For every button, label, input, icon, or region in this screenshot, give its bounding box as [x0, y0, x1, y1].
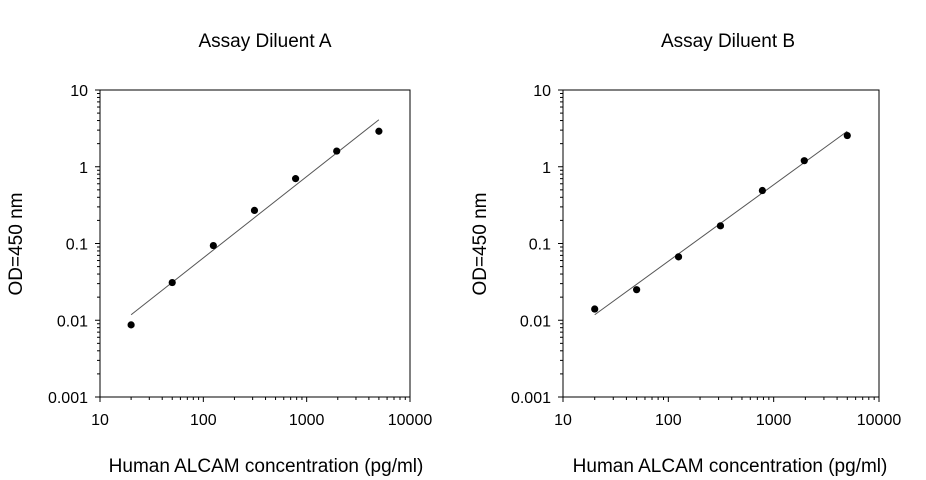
y-axis-label: OD=450 nm	[6, 193, 27, 296]
x-axis-label: Human ALCAM concentration (pg/ml)	[573, 456, 888, 477]
y-axis-label: OD=450 nm	[470, 193, 491, 296]
fit-line	[130, 119, 380, 316]
chart-assay-diluent-a: Assay Diluent A Human ALCAM concentratio…	[6, 31, 432, 477]
chart-title: Assay Diluent B	[661, 31, 795, 52]
y-tick-label: 1	[79, 160, 88, 177]
y-tick-label: 1	[542, 160, 551, 177]
plot-frame	[99, 89, 411, 398]
data-point	[250, 206, 259, 214]
x-axis-label: Human ALCAM concentration (pg/ml)	[109, 456, 424, 477]
data-point	[716, 222, 725, 230]
data-point	[333, 147, 341, 155]
y-tick-label: 0.01	[520, 313, 551, 330]
y-tick-label: 0.1	[66, 237, 88, 254]
data-point	[633, 286, 641, 294]
x-tick-label: 10	[554, 412, 572, 429]
x-tick-label: 100	[655, 412, 682, 429]
data-point	[291, 175, 300, 183]
data-point	[168, 278, 176, 287]
data-point	[674, 253, 683, 261]
y-tick-label: 0.1	[529, 237, 551, 254]
x-tick-label: 1000	[756, 412, 792, 429]
data-points	[127, 127, 383, 329]
y-tick-label: 0.001	[511, 390, 551, 407]
x-tick-label: 1000	[289, 412, 325, 429]
chart-title: Assay Diluent A	[198, 31, 331, 52]
y-tick-label: 10	[533, 83, 551, 100]
chart-assay-diluent-b: Assay Diluent B Human ALCAM concentratio…	[470, 31, 901, 477]
data-point	[127, 321, 135, 329]
tick-marks: 10 100 1000 10000 0.001 0.01 0.1 1 10	[511, 83, 901, 429]
y-tick-label: 0.01	[57, 313, 88, 330]
data-point	[758, 186, 766, 195]
data-point	[843, 131, 851, 140]
data-points	[591, 131, 851, 313]
tick-marks: 10 100 1000 10000 0.001 0.01 0.1 1 10	[48, 83, 432, 429]
data-point	[209, 241, 217, 250]
x-tick-label: 10000	[857, 412, 902, 429]
fit-line-group	[130, 119, 380, 316]
data-point	[800, 157, 808, 165]
y-tick-label: 0.001	[48, 390, 88, 407]
x-tick-label: 10	[91, 412, 109, 429]
data-point	[375, 127, 383, 135]
y-tick-label: 10	[70, 83, 88, 100]
x-tick-label: 100	[190, 412, 217, 429]
x-tick-label: 10000	[388, 412, 433, 429]
plot-frame	[562, 89, 880, 398]
data-point	[591, 305, 599, 313]
